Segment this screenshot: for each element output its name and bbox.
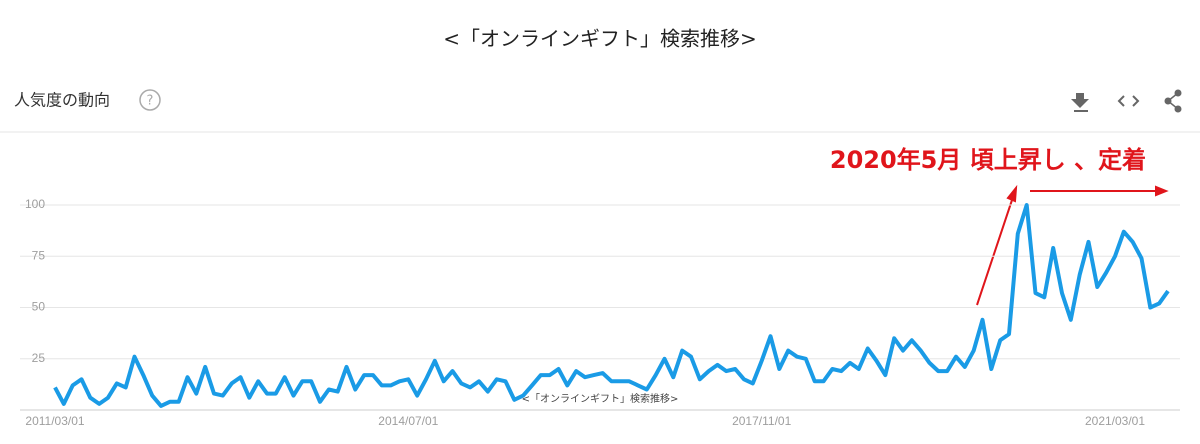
trend-line	[53, 203, 1170, 408]
x-tick-label: 2021/03/01	[1085, 414, 1145, 428]
help-icon[interactable]: ?	[139, 89, 161, 111]
watermark: <「オンラインギフト」検索推移>	[522, 392, 679, 405]
share-icon[interactable]	[1164, 89, 1182, 113]
download-icon[interactable]	[1071, 93, 1089, 112]
plot: 25 50 75 100 2011/03/01 2014/07/01 2017/11/01 2…	[20, 197, 1180, 428]
card-header: 人気度の動向	[14, 91, 110, 110]
annotation: 2020年5月 頃上昇し 、定着	[830, 146, 1146, 174]
x-tick-label: 2017/11/01	[732, 414, 791, 428]
y-tick-label: 50	[32, 300, 46, 314]
page-title: <「オンラインギフト」検索推移>	[443, 27, 757, 51]
svg-text:?: ?	[147, 94, 154, 109]
y-tick-label: 100	[25, 197, 45, 211]
x-tick-label: 2011/03/01	[25, 414, 84, 428]
x-tick-label: 2014/07/01	[378, 414, 438, 428]
embed-icon[interactable]	[1117, 95, 1140, 107]
annotation-arrows	[976, 184, 1169, 306]
y-tick-label: 75	[32, 248, 46, 262]
y-tick-label: 25	[32, 351, 46, 365]
